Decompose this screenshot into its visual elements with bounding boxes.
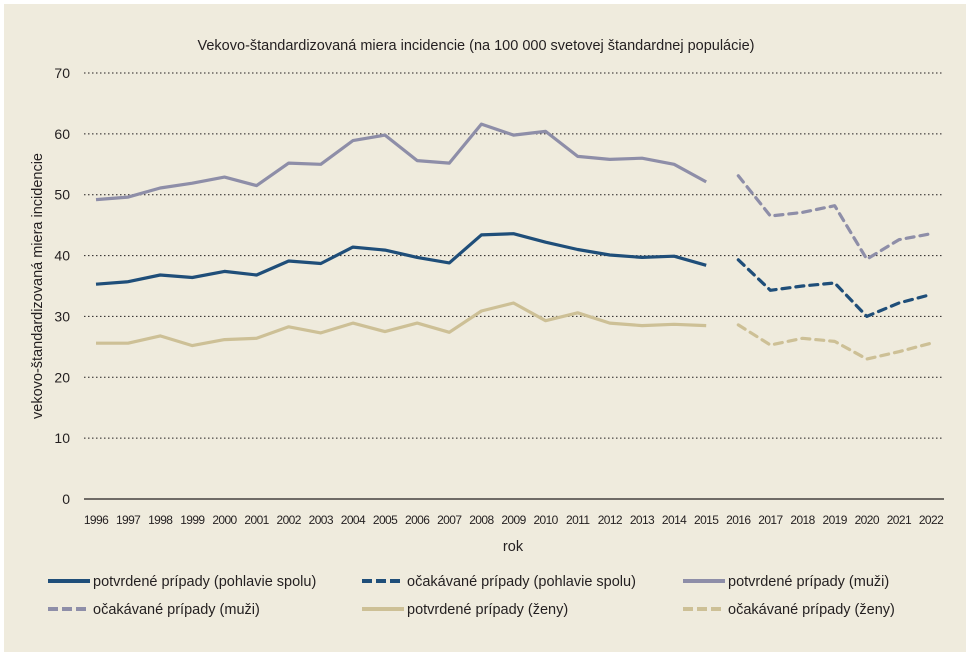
x-tick-label: 2005 [373,513,398,527]
series-lines [95,122,933,361]
x-tick-label: 2000 [212,513,237,527]
gridlines [84,72,944,500]
x-tick-label: 1996 [84,513,109,527]
y-tick-label: 40 [54,248,70,264]
series-line-0 [95,232,707,286]
x-tick-label: 2006 [405,513,430,527]
chart-panel [4,4,966,652]
y-tick-label: 50 [54,187,70,203]
series-line-1 [736,258,933,318]
series-line-5 [736,323,933,361]
legend-item: očakávané prípady (muži) [48,602,260,618]
legend-item: očakávané prípady (ženy) [683,602,895,618]
legend-item: potvrdené prípady (ženy) [362,602,568,618]
y-tick-label: 30 [54,308,70,324]
x-tick-label: 2016 [726,513,751,527]
legend-item: potvrdené prípady (pohlavie spolu) [48,574,316,590]
x-tick-label: 2003 [309,513,334,527]
x-tick-label: 2014 [662,513,687,527]
legend-label: potvrdené prípady (muži) [728,574,889,590]
x-tick-label: 2020 [855,513,880,527]
series-line-2 [95,122,707,202]
x-tick-label: 2002 [277,513,302,527]
legend: potvrdené prípady (pohlavie spolu) očakáv… [48,574,895,618]
x-tick-label: 1999 [180,513,205,527]
x-tick-label: 2019 [823,513,848,527]
legend-item: potvrdené prípady (muži) [683,574,889,590]
y-tick-label: 10 [54,430,70,446]
x-tick-label: 2008 [469,513,494,527]
legend-label: potvrdené prípady (pohlavie spolu) [93,574,316,590]
y-axis-ticks: 0 10 20 30 40 50 60 70 [54,65,70,507]
x-tick-label: 2015 [694,513,719,527]
x-tick-label: 2013 [630,513,655,527]
y-tick-label: 70 [54,65,70,81]
x-tick-label: 2007 [437,513,462,527]
chart-title: Vekovo-štandardizovaná miera incidencie … [198,38,755,54]
x-tick-label: 2017 [758,513,783,527]
legend-label: očakávané prípady (ženy) [728,602,895,618]
x-tick-label: 2012 [598,513,623,527]
x-tick-label: 2021 [887,513,912,527]
x-axis-ticks: 1996 1997 1998 1999 2000 2001 2002 2003 2004 2005… [84,513,945,527]
x-tick-label: 2010 [533,513,558,527]
x-axis-label: rok [503,539,524,555]
x-tick-label: 1997 [116,513,141,527]
legend-label: očakávané prípady (pohlavie spolu) [407,574,636,590]
x-tick-label: 2018 [790,513,815,527]
x-tick-label: 2001 [244,513,269,527]
x-tick-label: 2009 [501,513,526,527]
legend-item: očakávané prípady (pohlavie spolu) [362,574,636,590]
series-line-3 [736,174,933,261]
y-axis-label: vekovo-štandardizovaná miera incidencie [30,153,46,419]
x-tick-label: 2022 [919,513,944,527]
y-tick-label: 0 [62,491,70,507]
legend-label: očakávané prípady (muži) [93,602,260,618]
y-tick-label: 60 [54,126,70,142]
series-line-4 [96,301,707,348]
x-tick-label: 1998 [148,513,173,527]
legend-label: potvrdené prípady (ženy) [407,602,568,618]
x-tick-label: 2004 [341,513,366,527]
x-tick-label: 2011 [566,513,590,527]
y-tick-label: 20 [54,369,70,385]
